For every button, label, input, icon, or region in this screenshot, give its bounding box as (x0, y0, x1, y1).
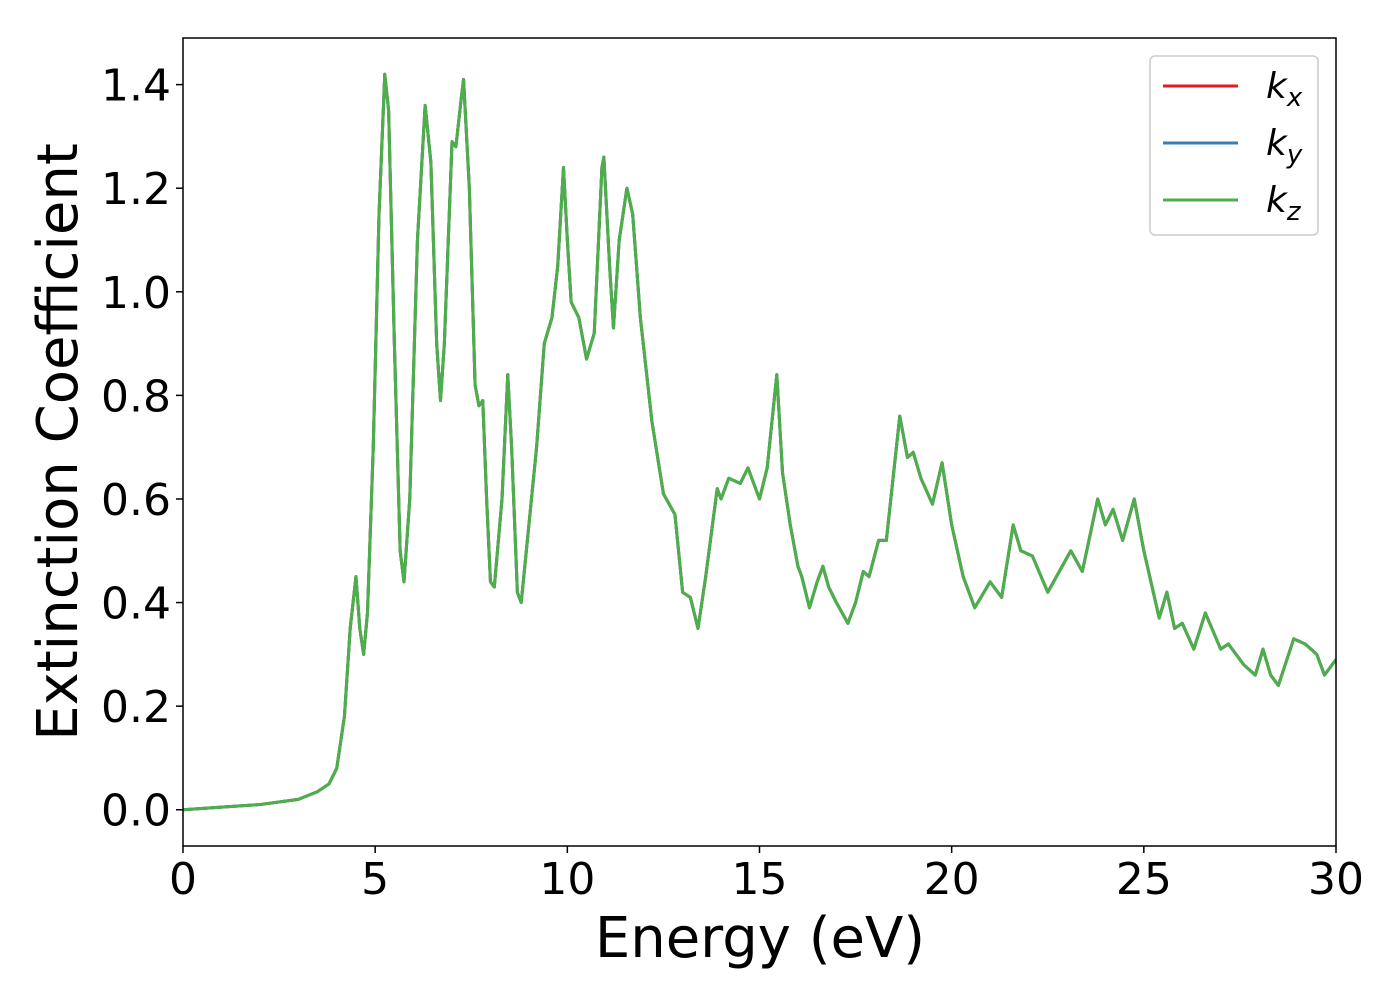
y-tick-label: 0.6 (101, 475, 171, 526)
y-tick-label: 1.4 (101, 61, 171, 112)
x-tick-label: 30 (1308, 854, 1364, 905)
y-tick-label: 0.4 (101, 579, 171, 630)
y-tick-label: 0.8 (101, 371, 171, 422)
x-tick-label: 0 (169, 854, 197, 905)
line-series (183, 72, 1336, 812)
plot-frame (182, 37, 1337, 847)
y-axis-label: Extinction Coefficient (26, 143, 91, 741)
legend-label: kx (1266, 66, 1303, 113)
legend-label: kz (1266, 180, 1302, 227)
y-tick-label: 1.0 (101, 268, 171, 319)
y-tick-label: 0.0 (101, 786, 171, 837)
x-tick-label: 20 (924, 854, 980, 905)
x-tick-label: 10 (539, 854, 595, 905)
x-tick-label: 25 (1116, 854, 1172, 905)
x-tick-label: 15 (732, 854, 788, 905)
y-tick-label: 0.2 (101, 682, 171, 733)
x-axis-label: Energy (eV) (595, 906, 925, 971)
legend-label: ky (1266, 123, 1303, 170)
legend-box (1149, 55, 1319, 236)
y-tick-label: 1.2 (101, 164, 171, 215)
x-tick-label: 5 (361, 854, 389, 905)
